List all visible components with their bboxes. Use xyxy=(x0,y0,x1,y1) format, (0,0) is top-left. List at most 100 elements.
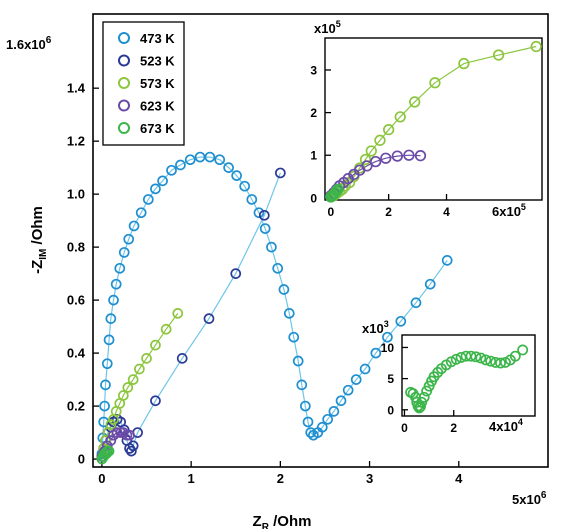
main-data-point xyxy=(266,241,277,253)
main-data-point xyxy=(103,445,115,457)
main-data-point xyxy=(142,194,154,205)
main-y-tick-label: 1.0 xyxy=(67,187,85,202)
inset-bottom-data-point xyxy=(415,401,426,413)
main-x-tick-label: 2 xyxy=(277,471,284,486)
main-data-point xyxy=(204,151,216,163)
inset-top-y-tick-label: 2 xyxy=(310,106,317,120)
main-y-tick-label: 1.4 xyxy=(67,81,86,96)
main-fit-curves xyxy=(101,156,448,460)
main-data-point xyxy=(157,175,168,187)
main-data-point xyxy=(275,167,286,179)
main-data-point xyxy=(335,395,347,407)
main-y-tick-label: 0.6 xyxy=(67,293,85,308)
inset-bottom-data-points xyxy=(405,344,529,414)
legend-marker xyxy=(118,54,130,67)
inset-top-data-point xyxy=(403,149,415,161)
main-data-point xyxy=(117,390,129,401)
inset-top-data-point xyxy=(391,150,403,162)
main-data-point xyxy=(441,255,453,266)
inset-top-data-point xyxy=(374,134,386,146)
inset-bottom-data-point xyxy=(509,350,521,362)
main-data-point xyxy=(105,419,117,430)
main-data-points xyxy=(96,151,453,465)
inset-top-y-tick-label: 3 xyxy=(310,63,317,77)
main-data-point xyxy=(110,278,122,290)
main-y-tick-label: 0.8 xyxy=(67,240,85,255)
main-fit-curve xyxy=(101,172,281,457)
main-data-point xyxy=(141,353,152,364)
main-data-point xyxy=(370,347,382,359)
main-data-point xyxy=(122,382,134,393)
inset-top-data-point xyxy=(365,145,377,157)
legend-label: 623 K xyxy=(140,99,175,114)
legend-label: 573 K xyxy=(140,76,175,91)
main-x-tick-label: 0 xyxy=(98,471,105,486)
main-data-point xyxy=(150,395,161,407)
inset-bottom-x-tick-label: 0 xyxy=(401,421,408,435)
main-data-point xyxy=(105,435,117,446)
main-data-point xyxy=(214,154,226,166)
main-data-point xyxy=(296,379,308,391)
main-data-point xyxy=(111,427,123,438)
inset-top-data-point xyxy=(330,185,343,197)
legend-label: 473 K xyxy=(140,31,175,46)
main-data-point xyxy=(328,406,340,417)
main-data-point xyxy=(382,331,393,343)
main-data-point xyxy=(350,374,362,385)
inset-top-x-tick-label: 0 xyxy=(327,205,334,219)
main-data-point xyxy=(203,313,215,324)
main-data-point xyxy=(134,363,145,375)
inset-bottom-data-point xyxy=(475,352,487,364)
inset-top-data-point xyxy=(369,155,382,168)
inset-bottom-data-point xyxy=(485,355,497,367)
main-data-point xyxy=(305,427,317,438)
x-axis-title: ZR /Ohm xyxy=(253,513,312,529)
main-x-tick-label: 1 xyxy=(188,471,195,486)
inset-top-data-point xyxy=(492,49,505,61)
legend-marker xyxy=(118,99,130,112)
inset-top-x-multiplier: 6x105 xyxy=(492,202,526,219)
main-x-multiplier: 5x106 xyxy=(512,490,547,507)
main-data-point xyxy=(223,162,234,173)
main-data-point xyxy=(230,268,242,279)
inset-top-data-point xyxy=(409,96,421,108)
main-data-point xyxy=(127,374,139,385)
main-y-tick-label: 1.2 xyxy=(67,134,85,149)
inset-bottom-data-point xyxy=(418,391,430,403)
main-data-point xyxy=(231,170,242,181)
inset-bottom-y-tick-label: 5 xyxy=(387,372,394,386)
main-data-point xyxy=(272,262,284,274)
legend: 473 K 523 K 573 K 623 K 673 K xyxy=(102,21,185,146)
main-y-tick-label: 0.4 xyxy=(67,346,86,361)
main-data-point xyxy=(99,400,110,412)
main-data-point xyxy=(118,247,130,258)
inset-top-data-point xyxy=(383,124,395,136)
main-data-point xyxy=(150,183,161,195)
main-data-point xyxy=(424,278,436,290)
main-data-point xyxy=(101,358,113,370)
legend-label: 673 K xyxy=(140,121,175,136)
inset-top-data-point xyxy=(332,183,344,195)
inset-top-y-tick-label: 0 xyxy=(310,191,317,205)
legend-marker xyxy=(118,32,130,44)
main-data-point xyxy=(105,313,117,324)
inset-top-data-point xyxy=(359,153,372,166)
legend-marker xyxy=(118,77,130,89)
main-data-point xyxy=(184,154,196,166)
legend-label: 523 K xyxy=(140,54,175,69)
inset-bottom-y-multiplier: x103 xyxy=(362,319,389,336)
inset-top-data-point xyxy=(380,152,392,164)
legend-marker xyxy=(118,122,130,134)
inset-top-frame xyxy=(324,37,543,201)
main-data-point xyxy=(172,308,184,319)
main-data-point xyxy=(253,207,265,219)
main-data-point xyxy=(316,421,328,433)
inset-top-data-point xyxy=(414,150,427,162)
main-x-tick-label: 3 xyxy=(366,471,373,486)
main-data-point xyxy=(342,384,354,396)
inset-bottom-x-tick-label: 2 xyxy=(450,421,457,435)
main-data-point xyxy=(135,207,147,219)
inset-bottom-data-point xyxy=(465,350,477,362)
main-data-point xyxy=(108,294,119,306)
